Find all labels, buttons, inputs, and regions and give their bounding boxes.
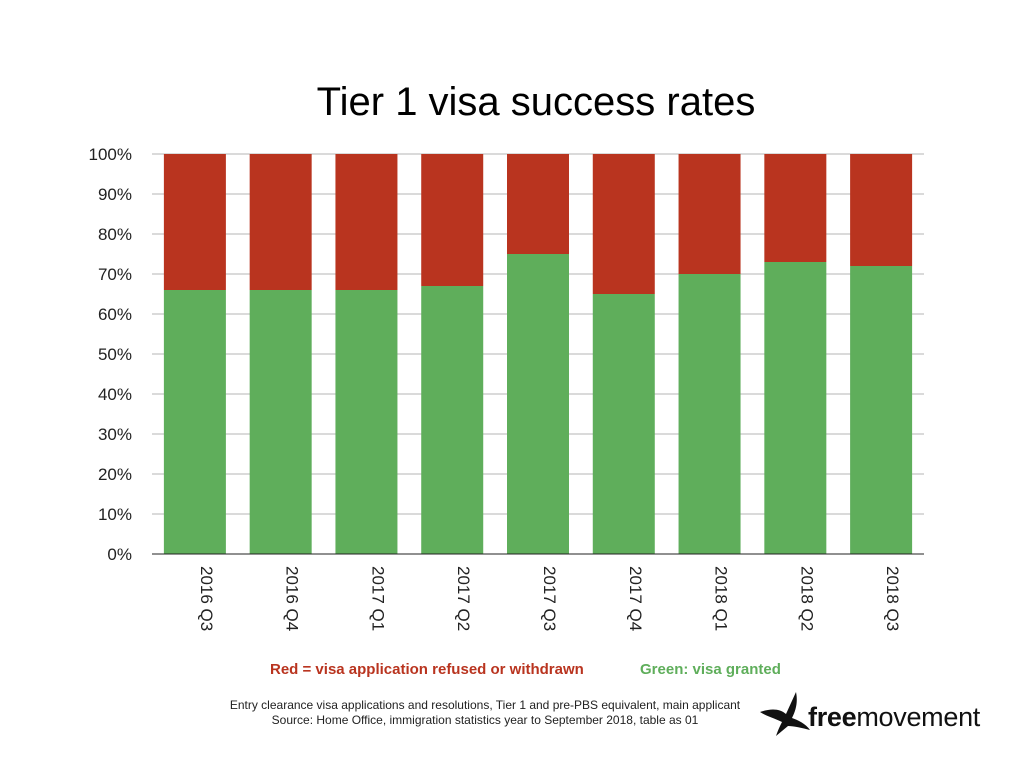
bar-granted [249, 290, 312, 554]
bar-granted [163, 290, 226, 554]
x-tick-label: 2018 Q2 [797, 566, 816, 631]
logo-regular-part: movement [856, 702, 980, 732]
source-note-line-1: Entry clearance visa applications and re… [229, 698, 741, 712]
stacked-bar-chart: 0% 10% 20% 30% 40% 50% 60% 70% 80% 90% 100% 2016 Q… [89, 145, 924, 631]
bar-refused [507, 154, 569, 254]
bar-granted [678, 274, 741, 554]
x-tick-labels: 2016 Q3 2016 Q4 2017 Q1 2017 Q2 2017 Q3 2017 … [197, 566, 902, 631]
bars [163, 154, 913, 554]
y-tick-labels: 0% 10% 20% 30% 40% 50% 60% 70% 80% 90% 100% [89, 145, 132, 564]
bar-granted [850, 266, 913, 554]
source-note-line-2: Source: Home Office, immigration statist… [271, 713, 699, 727]
bar-granted [335, 290, 398, 554]
x-tick-label: 2018 Q3 [883, 566, 902, 631]
bar-granted [421, 286, 484, 554]
bar-refused [764, 154, 827, 262]
x-tick-label: 2017 Q1 [368, 566, 387, 631]
y-tick-label: 20% [98, 465, 132, 484]
freemovement-logo: freemovement [808, 702, 980, 733]
y-tick-label: 80% [98, 225, 132, 244]
x-tick-label: 2017 Q3 [540, 566, 559, 631]
bar-refused [421, 154, 484, 286]
bird-icon [760, 692, 810, 736]
y-tick-label: 0% [107, 545, 132, 564]
x-tick-label: 2016 Q4 [283, 566, 302, 631]
legend-red-label: Red = visa application refused or withdr… [270, 661, 584, 678]
x-tick-label: 2017 Q2 [454, 566, 473, 631]
y-tick-label: 40% [98, 385, 132, 404]
x-tick-label: 2017 Q4 [626, 566, 645, 631]
bar-refused [335, 154, 398, 290]
y-tick-label: 100% [89, 145, 132, 164]
chart-title: Tier 1 visa success rates [316, 80, 756, 124]
bar-refused [163, 154, 226, 290]
bar-granted [764, 262, 827, 554]
x-tick-label: 2016 Q3 [197, 566, 216, 631]
bar-refused [592, 154, 655, 294]
bar-granted [592, 294, 655, 554]
bar-refused [678, 154, 741, 274]
y-tick-label: 50% [98, 345, 132, 364]
bar-refused [850, 154, 913, 266]
y-tick-label: 90% [98, 185, 132, 204]
logo-bold-part: free [808, 702, 857, 732]
y-tick-label: 60% [98, 305, 132, 324]
bar-granted [507, 254, 569, 554]
y-tick-label: 30% [98, 425, 132, 444]
y-tick-label: 10% [98, 505, 132, 524]
y-tick-label: 70% [98, 265, 132, 284]
bar-refused [249, 154, 312, 290]
x-tick-label: 2018 Q1 [712, 566, 731, 631]
legend-green-label: Green: visa granted [640, 661, 781, 678]
